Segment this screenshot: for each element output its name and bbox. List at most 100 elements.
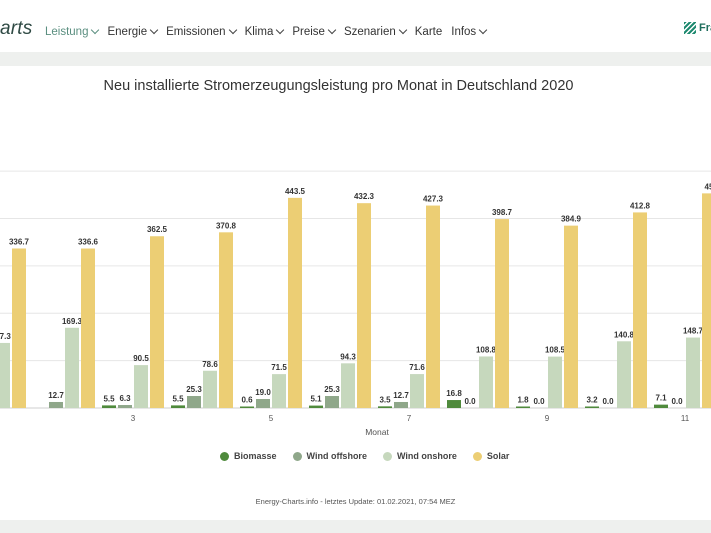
chart-title: Neu installierte Stromerzeugungsleistung… xyxy=(103,78,574,94)
bar-solar[interactable] xyxy=(357,203,371,408)
nav-item-label: Szenarien xyxy=(343,26,396,38)
legend-item-wind-onshore[interactable]: Wind onshore xyxy=(382,451,457,461)
data-label: 25.3 xyxy=(186,385,202,394)
data-label: 398.7 xyxy=(492,208,513,217)
data-label: 16.8 xyxy=(446,389,462,398)
bar-solar[interactable] xyxy=(81,248,95,408)
data-label: 12.7 xyxy=(393,391,409,400)
legend-dot-icon xyxy=(472,451,482,461)
legend-item-solar[interactable]: Solar xyxy=(472,451,510,461)
data-label: 6.3 xyxy=(119,394,131,403)
bar-wind-onshore[interactable] xyxy=(0,342,10,408)
bar-solar[interactable] xyxy=(495,219,509,408)
bar-wind-offshore[interactable] xyxy=(256,398,270,408)
bar-wind-onshore[interactable] xyxy=(410,374,424,408)
data-label: 148.7 xyxy=(683,327,704,336)
brand-text: Fra xyxy=(699,22,711,34)
bar-wind-offshore[interactable] xyxy=(394,401,408,408)
data-label: 5.5 xyxy=(103,394,115,403)
bar-biomasse[interactable] xyxy=(447,400,461,408)
bar-biomasse[interactable] xyxy=(654,404,668,408)
bar-wind-offshore[interactable] xyxy=(49,401,63,408)
bar-solar[interactable] xyxy=(288,197,302,408)
bar-wind-onshore[interactable] xyxy=(548,356,562,408)
bar-wind-onshore[interactable] xyxy=(134,365,148,408)
nav-item-preise[interactable]: Preise xyxy=(292,25,337,38)
bar-solar[interactable] xyxy=(426,205,440,408)
legend-label: Wind offshore xyxy=(306,451,367,461)
nav-item-karte[interactable]: Karte xyxy=(415,26,443,38)
bar-solar[interactable] xyxy=(564,225,578,408)
data-label: 370.8 xyxy=(216,221,237,230)
nav-item-label: Energie xyxy=(107,26,148,38)
nav-item-emissionen[interactable]: Emissionen xyxy=(166,25,237,38)
bar-wind-onshore[interactable] xyxy=(65,327,79,408)
data-label: 169.3 xyxy=(62,317,83,326)
bar-solar[interactable] xyxy=(150,236,164,408)
nav-item-label: Preise xyxy=(292,26,325,38)
data-label: 427.3 xyxy=(423,195,444,204)
brand-mark-icon xyxy=(684,22,696,34)
x-tick-label: 11 xyxy=(681,414,690,423)
nav-item-label: Klima xyxy=(244,26,274,38)
fraunhofer-logo[interactable]: Fra xyxy=(684,22,711,34)
bar-solar[interactable] xyxy=(219,232,233,408)
bar-wind-onshore[interactable] xyxy=(479,356,493,408)
data-label: 0.0 xyxy=(671,397,683,406)
data-label: 7.1 xyxy=(655,394,667,403)
legend-label: Solar xyxy=(486,451,510,461)
data-label: 140.8 xyxy=(614,330,635,339)
site-logo[interactable]: arts xyxy=(0,18,33,39)
data-label: 71.5 xyxy=(271,363,287,372)
data-label: 12.7 xyxy=(48,391,64,400)
bar-wind-onshore[interactable] xyxy=(686,337,700,408)
nav-item-leistung[interactable]: Leistung xyxy=(45,25,100,38)
bar-wind-onshore[interactable] xyxy=(617,341,631,408)
bar-wind-onshore[interactable] xyxy=(203,370,217,408)
data-label: 0.6 xyxy=(241,396,253,405)
data-label: 108.5 xyxy=(545,346,566,355)
bar-wind-onshore[interactable] xyxy=(341,363,355,408)
bar-biomasse[interactable] xyxy=(240,406,254,409)
data-label: 0.0 xyxy=(533,397,545,406)
bar-wind-onshore[interactable] xyxy=(272,374,286,408)
data-label: 5.1 xyxy=(310,395,322,404)
top-navigation-bar: arts Leistung Energie Emissionen Klima Preis… xyxy=(0,0,711,52)
x-tick-label: 5 xyxy=(269,414,274,423)
data-label: 71.6 xyxy=(409,363,425,372)
data-label: 3.5 xyxy=(379,395,391,404)
nav-item-infos[interactable]: Infos xyxy=(451,25,488,38)
data-label: 19.0 xyxy=(255,388,271,397)
bar-wind-offshore[interactable] xyxy=(325,396,339,408)
bar-biomasse[interactable] xyxy=(378,406,392,408)
legend-item-biomasse[interactable]: Biomasse xyxy=(220,451,277,461)
x-tick-label: 7 xyxy=(407,414,412,423)
bar-biomasse[interactable] xyxy=(102,405,116,408)
bar-solar[interactable] xyxy=(633,212,647,408)
data-label: 0.0 xyxy=(602,397,614,406)
bar-solar[interactable] xyxy=(12,248,26,408)
bar-chart: 37.3 336.7 12.7 169.3 336.6 5.5 6.3 90.5 362.5 5.… xyxy=(0,170,711,437)
data-label: 94.3 xyxy=(340,352,356,361)
legend-dot-icon xyxy=(220,451,229,461)
bar-biomasse[interactable] xyxy=(585,406,599,408)
bar-biomasse[interactable] xyxy=(171,405,185,408)
data-label: 5.5 xyxy=(172,394,184,403)
legend-dot-icon xyxy=(382,451,392,461)
bar-biomasse[interactable] xyxy=(309,405,323,408)
nav-item-klima[interactable]: Klima xyxy=(244,25,285,38)
data-label: 362.5 xyxy=(147,225,168,234)
chart-legend: Biomasse Wind offshore Wind onshore Solar xyxy=(220,451,509,461)
bar-biomasse[interactable] xyxy=(516,406,530,409)
bar-solar[interactable] xyxy=(702,193,711,408)
x-tick-label: 3 xyxy=(131,414,136,423)
bar-wind-offshore[interactable] xyxy=(187,396,201,408)
nav-item-szenarien[interactable]: Szenarien xyxy=(343,25,407,38)
nav-item-energie[interactable]: Energie xyxy=(107,25,159,38)
x-tick-label: 9 xyxy=(545,414,550,423)
data-label: 0.0 xyxy=(464,397,476,406)
bar-wind-offshore[interactable] xyxy=(118,405,132,408)
legend-label: Biomasse xyxy=(234,451,277,461)
chart-card xyxy=(0,66,711,520)
legend-item-wind-offshore[interactable]: Wind offshore xyxy=(292,451,367,461)
